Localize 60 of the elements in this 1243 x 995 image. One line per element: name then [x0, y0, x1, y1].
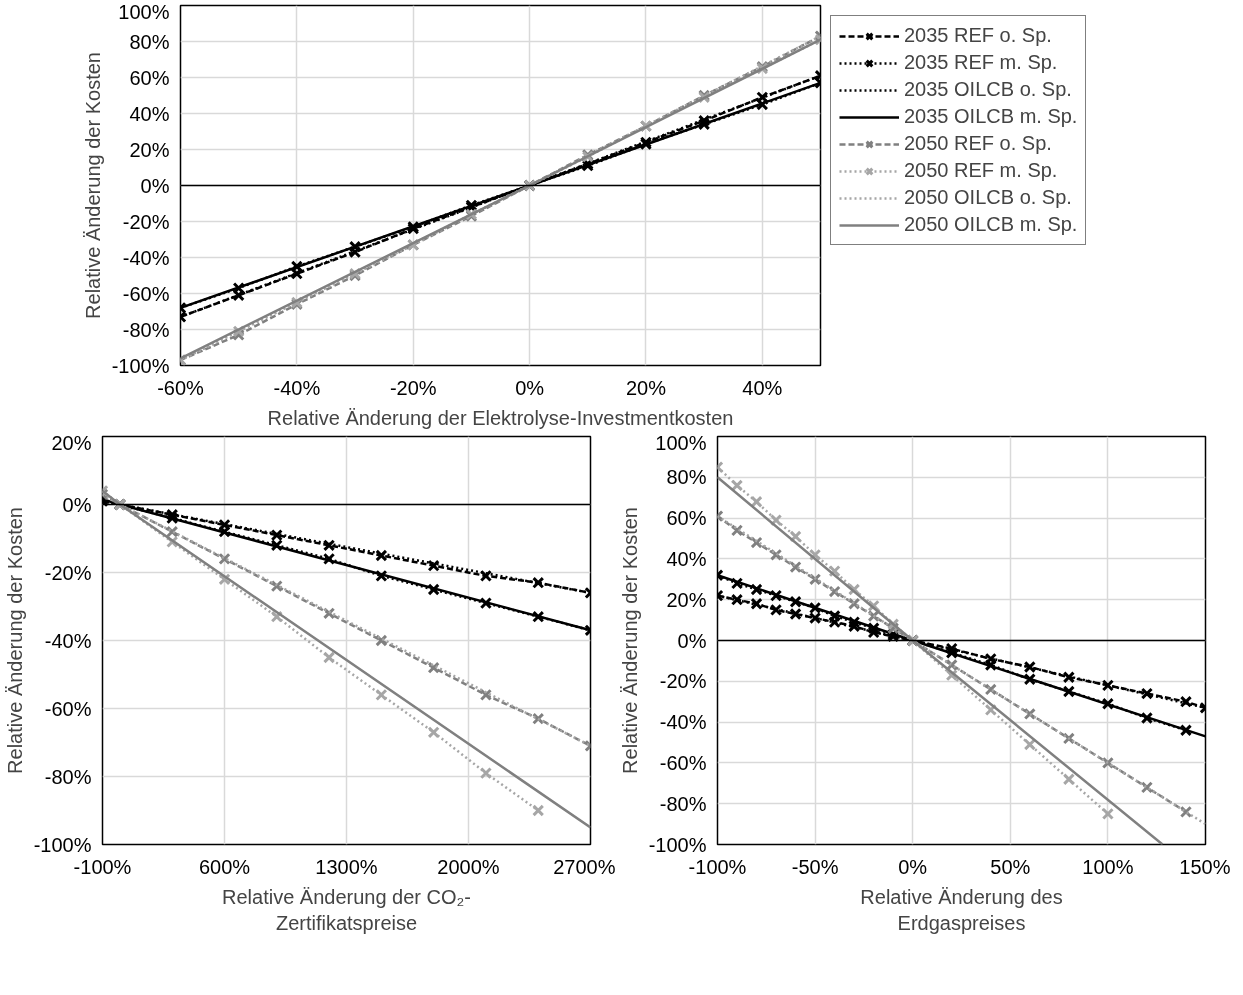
- x-tick-label: -40%: [273, 376, 321, 399]
- y-tick-label: -40%: [122, 246, 170, 269]
- x-tick-label: 2000%: [437, 855, 500, 878]
- x-tick-label: 600%: [198, 855, 251, 878]
- x-tick-label: 0%: [515, 376, 545, 399]
- x-tick-label: 2700%: [553, 855, 616, 878]
- x-tick-label: 40%: [742, 376, 783, 399]
- x-tick-label: 20%: [625, 376, 667, 399]
- y-tick-label: -20%: [44, 561, 92, 584]
- x-tick-label: 0%: [898, 855, 928, 878]
- x-tick-label: -100%: [688, 855, 747, 878]
- y-tick-label: -100%: [33, 833, 92, 856]
- y-tick-label: -100%: [648, 833, 707, 856]
- x-tick-label: -50%: [791, 855, 839, 878]
- x-axis-title: Relative Änderung des Erdgaspreises: [860, 885, 1063, 934]
- y-axis-title: Relative Änderung der Kosten: [618, 507, 641, 774]
- x-tick-label: 100%: [1082, 855, 1134, 878]
- legend-label: 2035 REF o. Sp.: [904, 24, 1052, 47]
- y-tick-label: -60%: [659, 751, 707, 774]
- y-tick-label: 20%: [129, 138, 170, 161]
- y-tick-label: 60%: [129, 66, 170, 89]
- y-tick-label: 20%: [51, 431, 92, 454]
- y-tick-label: 0%: [677, 629, 707, 652]
- y-tick-label: -40%: [44, 629, 92, 652]
- legend-label: 2035 REF m. Sp.: [904, 51, 1058, 74]
- y-tick-label: -60%: [122, 282, 170, 305]
- y-tick-label: -20%: [659, 670, 707, 693]
- x-tick-label: -100%: [73, 855, 132, 878]
- y-tick-label: 0%: [62, 493, 92, 516]
- y-tick-label: -80%: [122, 318, 170, 341]
- y-tick-label: 0%: [140, 174, 170, 197]
- y-tick-label: -40%: [659, 711, 707, 734]
- x-axis-title: Relative Änderung der CO₂-Zertifikatspreise: [222, 885, 471, 934]
- y-tick-label: 60%: [666, 507, 707, 530]
- y-tick-label: -60%: [44, 697, 92, 720]
- legend-label: 2035 OILCB m. Sp.: [904, 105, 1078, 128]
- y-tick-label: 40%: [666, 547, 707, 570]
- x-tick-label: 150%: [1179, 855, 1231, 878]
- x-tick-label: -20%: [389, 376, 437, 399]
- x-axis-title: Relative Änderung der Elektrolyse-Investmentkosten: [267, 406, 734, 429]
- legend-label: 2050 OILCB o. Sp.: [904, 186, 1072, 209]
- y-tick-label: -20%: [122, 210, 170, 233]
- legend-label: 2050 OILCB m. Sp.: [904, 213, 1078, 236]
- x-tick-label: -60%: [157, 376, 205, 399]
- legend-label: 2050 REF m. Sp.: [904, 159, 1058, 182]
- y-tick-label: -80%: [659, 792, 707, 815]
- y-tick-label: 100%: [655, 431, 707, 454]
- x-tick-label: 50%: [990, 855, 1031, 878]
- y-tick-label: -80%: [44, 765, 92, 788]
- y-axis-title: Relative Änderung der Kosten: [81, 52, 104, 319]
- y-tick-label: 20%: [666, 588, 707, 611]
- x-tick-label: 1300%: [315, 855, 378, 878]
- legend-label: 2050 REF o. Sp.: [904, 132, 1052, 155]
- legend-label: 2035 OILCB o. Sp.: [904, 78, 1072, 101]
- y-tick-label: 100%: [118, 0, 170, 23]
- y-tick-label: 80%: [129, 30, 170, 53]
- y-axis-title: Relative Änderung der Kosten: [3, 507, 26, 774]
- y-tick-label: -100%: [111, 354, 170, 377]
- y-tick-label: 40%: [129, 102, 170, 125]
- y-tick-label: 80%: [666, 466, 707, 489]
